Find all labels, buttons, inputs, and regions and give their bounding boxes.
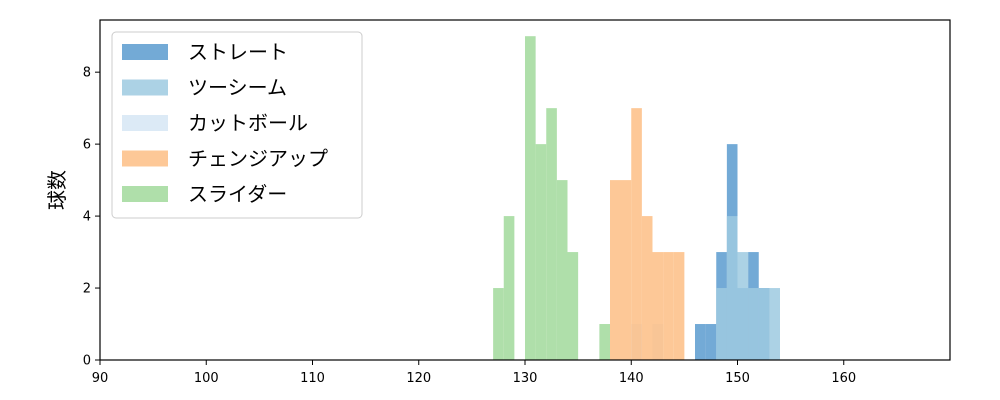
bar-series-3-bin-5 [673, 252, 685, 360]
x-tick-label-7: 160 [831, 371, 856, 386]
bar-series-1-bin-0 [716, 288, 727, 360]
bar-series-1-bin-2 [737, 252, 749, 360]
x-tick-label-5: 140 [619, 371, 644, 386]
legend-frame [111, 31, 363, 219]
bar-series-1-bin-4 [758, 288, 770, 360]
bar-series-3-bin-2 [641, 216, 653, 360]
x-tick-label-0: 90 [92, 371, 109, 386]
legend-label-2: カットボール [188, 111, 308, 135]
bar-series-4-bin-6 [567, 252, 579, 360]
legend-swatch-2 [122, 115, 168, 131]
bar-series-0-bin-0 [695, 324, 706, 360]
bars-layer [493, 36, 780, 360]
legend-label-3: チェンジアップ [188, 147, 328, 171]
bar-series-3-bin-0 [610, 180, 632, 360]
bar-series-3-bin-3 [652, 252, 664, 360]
y-axis: 0 2 4 6 8 [83, 66, 100, 369]
bar-series-3-bin-1 [631, 108, 642, 360]
y-tick-label-3: 6 [83, 138, 91, 153]
legend-label-1: ツーシーム [188, 76, 287, 100]
x-tick-label-3: 120 [406, 371, 431, 386]
bar-series-1-bin-5 [769, 288, 780, 360]
y-tick-label-2: 4 [83, 210, 91, 225]
bar-series-4-bin-2 [525, 36, 536, 360]
bar-series-4-bin-5 [556, 180, 568, 360]
x-axis: 90 100 110 120 130 140 150 160 [92, 360, 856, 386]
legend-swatch-4 [122, 186, 168, 202]
bar-series-4-bin-4 [546, 108, 557, 360]
legend-swatch-3 [122, 150, 168, 167]
bar-series-4-bin-3 [535, 144, 547, 360]
legend-label-4: スライダー [188, 182, 287, 206]
x-tick-label-4: 130 [513, 371, 538, 386]
x-tick-label-1: 100 [194, 371, 219, 386]
bar-series-1-bin-3 [748, 288, 759, 360]
bar-series-0-bin-1 [705, 324, 717, 360]
bar-series-1-bin-1 [726, 216, 738, 360]
legend-swatch-1 [122, 79, 168, 96]
bar-series-4-bin-7 [599, 324, 610, 360]
y-axis-title: 球数 [45, 170, 69, 210]
bar-series-4-bin-0 [493, 288, 504, 360]
bar-series-4-bin-1 [503, 216, 515, 360]
y-tick-label-4: 8 [83, 66, 91, 81]
y-tick-label-0: 0 [83, 354, 91, 369]
x-tick-label-2: 110 [300, 371, 325, 386]
y-tick-label-1: 2 [83, 282, 91, 297]
legend-swatch-0 [122, 44, 168, 60]
legend-label-0: ストレート [188, 40, 288, 64]
bar-series-3-bin-4 [663, 252, 674, 360]
x-tick-label-6: 150 [725, 371, 750, 386]
